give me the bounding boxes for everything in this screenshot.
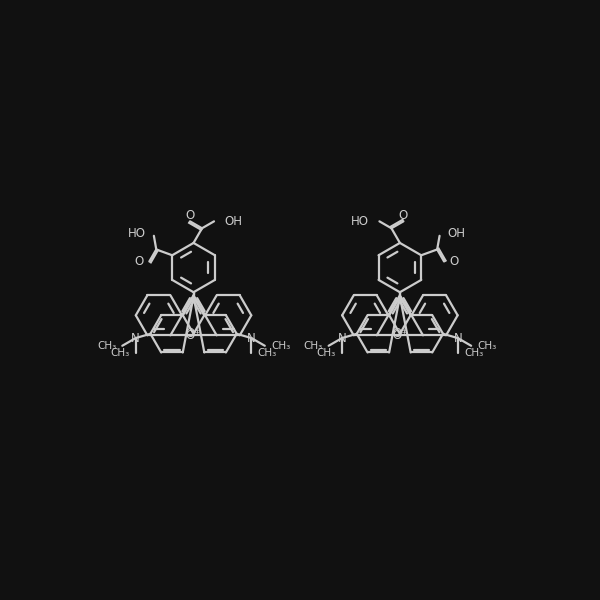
Text: HO: HO bbox=[350, 215, 368, 228]
Text: CH₃: CH₃ bbox=[271, 341, 290, 351]
Text: CH₃: CH₃ bbox=[464, 349, 483, 358]
Text: OH: OH bbox=[225, 215, 243, 228]
Text: N: N bbox=[247, 332, 256, 344]
Text: CH₃: CH₃ bbox=[110, 349, 130, 358]
Text: CH₃: CH₃ bbox=[478, 341, 497, 351]
Text: O⁺: O⁺ bbox=[186, 329, 201, 342]
Text: CH₃: CH₃ bbox=[97, 341, 116, 351]
Text: O: O bbox=[135, 255, 144, 268]
Text: O: O bbox=[449, 255, 459, 268]
Text: O: O bbox=[185, 209, 194, 221]
Text: O⁺: O⁺ bbox=[392, 329, 407, 342]
Text: O⁺: O⁺ bbox=[392, 328, 407, 340]
Text: CH₃: CH₃ bbox=[257, 349, 277, 358]
Text: OH: OH bbox=[447, 227, 465, 240]
Text: CH₃: CH₃ bbox=[317, 349, 336, 358]
Text: HO: HO bbox=[128, 227, 146, 240]
Text: N: N bbox=[454, 332, 462, 344]
Text: N: N bbox=[131, 332, 140, 344]
Text: O⁺: O⁺ bbox=[186, 328, 201, 340]
Text: CH₃: CH₃ bbox=[303, 341, 322, 351]
Text: O: O bbox=[399, 209, 408, 221]
Text: N: N bbox=[338, 332, 346, 344]
